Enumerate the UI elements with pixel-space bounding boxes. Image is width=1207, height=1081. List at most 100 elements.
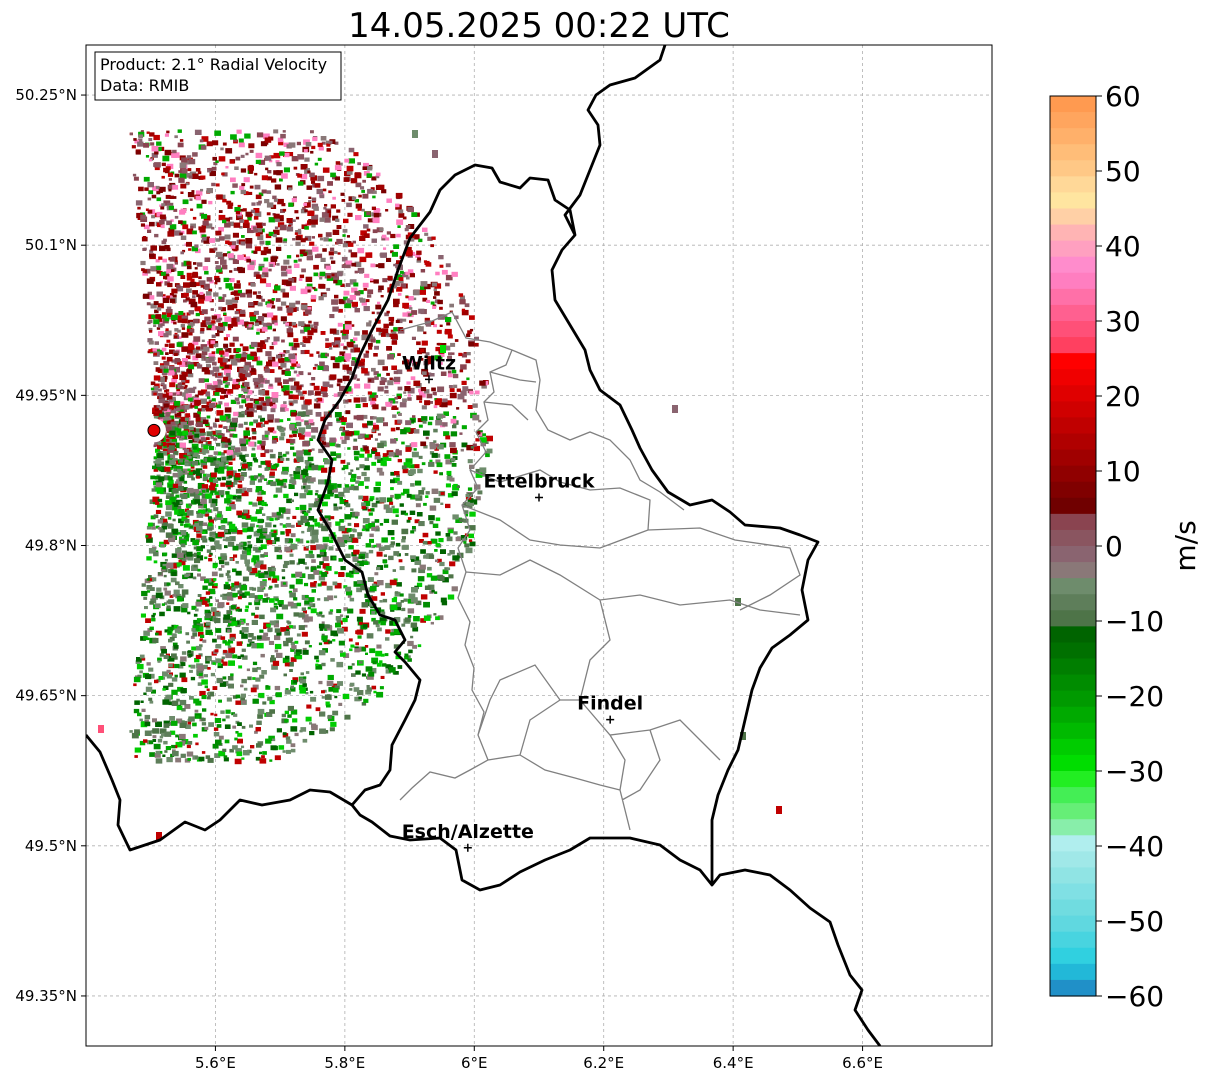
echo-cell	[373, 208, 380, 213]
echo-cell	[393, 551, 400, 556]
echo-cell	[428, 515, 435, 521]
echo-cell	[166, 356, 173, 362]
echo-cell	[170, 504, 174, 508]
echo-cell	[163, 376, 168, 380]
echo-cell	[398, 412, 402, 416]
echo-cell	[177, 532, 181, 535]
echo-cell	[255, 677, 261, 682]
echo-cell	[325, 342, 332, 348]
echo-cell	[162, 258, 167, 263]
echo-cell	[242, 750, 250, 756]
echo-cell	[279, 215, 284, 219]
echo-cell	[178, 431, 185, 437]
echo-cell	[209, 279, 214, 284]
echo-cell	[181, 651, 187, 655]
echo-cell	[257, 342, 264, 348]
echo-cell	[321, 581, 327, 586]
echo-cell	[262, 272, 269, 278]
echo-cell	[315, 490, 319, 493]
echo-cell	[205, 513, 209, 517]
echo-cell	[338, 491, 345, 497]
echo-cell	[390, 632, 395, 636]
echo-cell	[384, 385, 389, 389]
echo-cell	[342, 534, 350, 540]
echo-cell	[311, 180, 316, 184]
echo-cell	[239, 226, 243, 229]
echo-cell	[295, 507, 300, 510]
echo-cell	[255, 489, 259, 493]
echo-cell	[290, 641, 295, 646]
echo-cell	[272, 195, 277, 200]
echo-cell	[150, 303, 157, 309]
echo-cell	[235, 488, 242, 494]
echo-cell	[237, 596, 242, 600]
echo-cell	[165, 721, 170, 724]
echo-cell	[353, 430, 360, 436]
echo-cell	[205, 603, 209, 607]
echo-cell	[330, 493, 334, 497]
echo-cell	[259, 614, 265, 620]
echo-cell	[157, 307, 162, 311]
echo-cell	[285, 305, 290, 309]
echo-cell	[452, 373, 459, 379]
echo-cell	[206, 621, 211, 626]
echo-cell	[416, 395, 423, 401]
echo-cell	[156, 404, 161, 408]
echo-cell	[178, 664, 184, 669]
echo-cell	[158, 476, 165, 482]
echo-cell	[250, 316, 257, 322]
echo-cell	[485, 453, 490, 458]
echo-cell	[316, 554, 322, 558]
echo-cell	[204, 674, 208, 678]
echo-cell	[307, 606, 311, 610]
echo-cell	[378, 263, 385, 269]
echo-cell	[372, 447, 377, 451]
echo-cell	[167, 482, 174, 488]
echo-cell	[209, 531, 216, 537]
echo-cell	[279, 224, 287, 231]
echo-cell	[234, 166, 239, 170]
echo-cell	[150, 598, 157, 604]
echo-cell	[305, 276, 313, 282]
echo-cell	[380, 653, 385, 657]
echo-cell	[334, 494, 340, 499]
echo-cell	[475, 438, 480, 442]
echo-cell	[256, 360, 263, 366]
echo-cell	[180, 474, 185, 478]
echo-cell	[299, 435, 305, 440]
echo-cell	[285, 655, 290, 660]
echo-cell	[352, 377, 356, 380]
echo-cell	[343, 487, 350, 493]
echo-cell	[152, 728, 160, 734]
echo-cell	[247, 544, 253, 549]
echo-cell	[224, 545, 228, 549]
echo-cell	[292, 588, 298, 593]
echo-cell	[240, 684, 244, 688]
echo-cell	[215, 265, 221, 270]
echo-cell	[244, 361, 251, 367]
echo-cell	[215, 599, 219, 603]
echo-cell	[171, 553, 178, 558]
echo-cell	[215, 326, 221, 330]
echo-cell	[220, 518, 228, 524]
echo-cell	[165, 194, 171, 199]
echo-cell	[165, 505, 173, 511]
echo-cell	[428, 461, 435, 467]
echo-cell	[357, 536, 361, 539]
echo-cell	[364, 645, 369, 648]
echo-cell	[243, 509, 248, 514]
echo-cell	[264, 199, 270, 204]
echo-cell	[344, 386, 352, 392]
echo-cell	[447, 553, 451, 556]
echo-cell	[301, 631, 308, 637]
echo-cell	[460, 535, 468, 541]
echo-cell	[251, 643, 259, 649]
echo-cell	[204, 286, 209, 290]
echo-cell	[201, 679, 208, 685]
echo-cell	[180, 523, 184, 526]
echo-cell	[293, 370, 298, 374]
echo-cell	[353, 397, 361, 403]
echo-cell	[243, 191, 249, 196]
echo-cell	[440, 491, 445, 496]
echo-cell	[408, 359, 414, 363]
